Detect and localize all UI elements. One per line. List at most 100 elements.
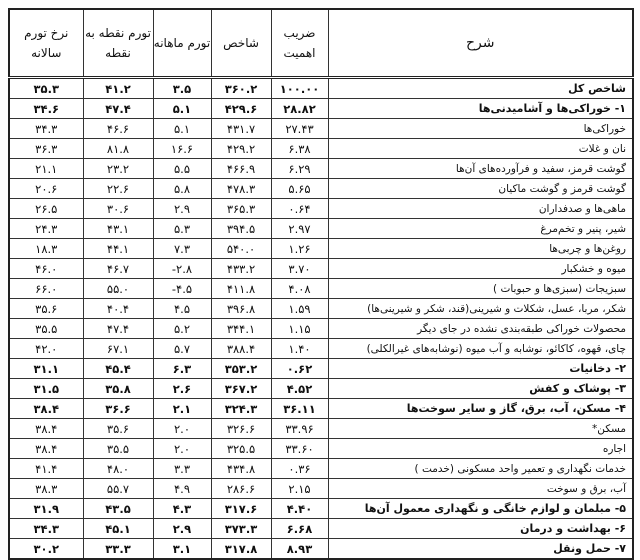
weight-cell: ۱.۱۵ bbox=[270, 318, 329, 339]
table-row: شکر، مربا، عسل، شکلات و شیرینی(قند، شکر … bbox=[8, 298, 634, 319]
description-cell: شکر، مربا، عسل، شکلات و شیرینی(قند، شکر … bbox=[327, 298, 634, 319]
annual-inflation-cell: ۳۶.۳ bbox=[8, 138, 84, 159]
index-cell: ۳۴۴.۱ bbox=[210, 318, 272, 339]
table-body: شاخص کل ۱۰۰.۰۰ ۳۶۰.۲ ۳.۵ ۴۱.۲ ۳۵.۳ ۱- خوراکی‌ه… bbox=[8, 77, 634, 560]
monthly-inflation-cell: ۵.۳ bbox=[152, 218, 212, 239]
description-cell: خوراکی‌ها bbox=[327, 118, 634, 139]
description-cell: ۶- بهداشت و درمان bbox=[327, 518, 634, 539]
monthly-inflation-cell: -۴.۵ bbox=[152, 278, 212, 299]
index-cell: ۳۱۷.۸ bbox=[210, 538, 272, 560]
description-cell: ۷- حمل ونقل bbox=[327, 538, 634, 560]
header-row: شرح ضریب اهمیت شاخص تورم ماهانه تورم نقط… bbox=[8, 8, 634, 78]
point-to-point-cell: ۴۵.۴ bbox=[82, 358, 154, 379]
point-to-point-cell: ۳۳.۳ bbox=[82, 538, 154, 560]
table-row: ماهی‌ها و صدفداران ۰.۶۴ ۳۶۵.۳ ۲.۹ ۳۰.۶ ۲۶.۵ bbox=[8, 198, 634, 219]
point-to-point-cell: ۳۵.۵ bbox=[82, 438, 154, 459]
weight-cell: ۶.۳۸ bbox=[270, 138, 329, 159]
annual-inflation-cell: ۴۱.۴ bbox=[8, 458, 84, 479]
index-cell: ۴۲۹.۶ bbox=[210, 98, 272, 119]
point-to-point-cell: ۴۰.۴ bbox=[82, 298, 154, 319]
index-cell: ۳۶۷.۲ bbox=[210, 378, 272, 399]
index-cell: ۳۶۰.۲ bbox=[210, 77, 272, 99]
weight-cell: ۰.۶۴ bbox=[270, 198, 329, 219]
table-row: نان و غلات ۶.۳۸ ۴۲۹.۲ ۱۶.۶ ۸۱.۸ ۳۶.۳ bbox=[8, 138, 634, 159]
header-annual: نرخ تورم سالانه bbox=[8, 8, 84, 78]
monthly-inflation-cell: ۲.۹ bbox=[152, 518, 212, 539]
index-cell: ۳۷۳.۳ bbox=[210, 518, 272, 539]
header-description: شرح bbox=[327, 8, 634, 78]
monthly-inflation-cell: ۶.۳ bbox=[152, 358, 212, 379]
monthly-inflation-cell: ۴.۹ bbox=[152, 478, 212, 499]
description-cell: محصولات خوراکی طبقه‌بندی نشده در جای دیگ… bbox=[327, 318, 634, 339]
point-to-point-cell: ۴۷.۴ bbox=[82, 98, 154, 119]
weight-cell: ۲.۱۵ bbox=[270, 478, 329, 499]
description-cell: ۳- پوشاک و کفش bbox=[327, 378, 634, 399]
point-to-point-cell: ۸۱.۸ bbox=[82, 138, 154, 159]
monthly-inflation-cell: ۵.۱ bbox=[152, 118, 212, 139]
point-to-point-cell: ۴۶.۶ bbox=[82, 118, 154, 139]
index-cell: ۳۲۶.۶ bbox=[210, 418, 272, 439]
description-cell: روغن‌ها و چربی‌ها bbox=[327, 238, 634, 259]
point-to-point-cell: ۲۲.۶ bbox=[82, 178, 154, 199]
point-to-point-cell: ۵۵.۷ bbox=[82, 478, 154, 499]
point-to-point-cell: ۶۷.۱ bbox=[82, 338, 154, 359]
index-cell: ۵۴۰.۰ bbox=[210, 238, 272, 259]
annual-inflation-cell: ۲۱.۱ bbox=[8, 158, 84, 179]
table-row: ۷- حمل ونقل ۸.۹۳ ۳۱۷.۸ ۳.۱ ۳۳.۳ ۳۰.۲ bbox=[8, 538, 634, 560]
table-row: گوشت قرمز، سفید و فرآورده‌های آن‌ها ۶.۲۹ ۴… bbox=[8, 158, 634, 179]
table-row: اجاره ۳۳.۶۰ ۳۲۵.۵ ۲.۰ ۳۵.۵ ۳۸.۴ bbox=[8, 438, 634, 459]
weight-cell: ۴.۵۲ bbox=[270, 378, 329, 399]
index-cell: ۳۱۷.۶ bbox=[210, 498, 272, 519]
description-cell: شیر، پنیر و تخم‌مرغ bbox=[327, 218, 634, 239]
annual-inflation-cell: ۲۶.۵ bbox=[8, 198, 84, 219]
monthly-inflation-cell: ۳.۵ bbox=[152, 77, 212, 99]
monthly-inflation-cell: ۲.۶ bbox=[152, 378, 212, 399]
annual-inflation-cell: ۴۲.۰ bbox=[8, 338, 84, 359]
point-to-point-cell: ۳۰.۶ bbox=[82, 198, 154, 219]
weight-cell: ۱.۵۹ bbox=[270, 298, 329, 319]
weight-cell: ۳۳.۶۰ bbox=[270, 438, 329, 459]
weight-cell: ۴.۴۰ bbox=[270, 498, 329, 519]
annual-inflation-cell: ۴۶.۰ bbox=[8, 258, 84, 279]
description-cell: نان و غلات bbox=[327, 138, 634, 159]
weight-cell: ۳۳.۹۶ bbox=[270, 418, 329, 439]
index-cell: ۲۸۶.۶ bbox=[210, 478, 272, 499]
description-cell: آب، برق و سوخت bbox=[327, 478, 634, 499]
description-cell: گوشت قرمز و گوشت ماکیان bbox=[327, 178, 634, 199]
table-row: آب، برق و سوخت ۲.۱۵ ۲۸۶.۶ ۴.۹ ۵۵.۷ ۳۸.۳ bbox=[8, 478, 634, 499]
annual-inflation-cell: ۳۵.۶ bbox=[8, 298, 84, 319]
monthly-inflation-cell: ۳.۱ bbox=[152, 538, 212, 560]
weight-cell: ۶.۲۹ bbox=[270, 158, 329, 179]
description-cell: گوشت قرمز، سفید و فرآورده‌های آن‌ها bbox=[327, 158, 634, 179]
description-cell: سبزیجات (سبزی‌ها و حبوبات ) bbox=[327, 278, 634, 299]
monthly-inflation-cell: ۲.۹ bbox=[152, 198, 212, 219]
description-cell: ۲- دخانیات bbox=[327, 358, 634, 379]
description-cell: شاخص کل bbox=[327, 77, 634, 99]
point-to-point-cell: ۳۶.۶ bbox=[82, 398, 154, 419]
weight-cell: ۳.۷۰ bbox=[270, 258, 329, 279]
annual-inflation-cell: ۳۸.۴ bbox=[8, 398, 84, 419]
table-row: شاخص کل ۱۰۰.۰۰ ۳۶۰.۲ ۳.۵ ۴۱.۲ ۳۵.۳ bbox=[8, 77, 634, 99]
header-weight: ضریب اهمیت bbox=[270, 8, 329, 78]
table-row: ۴- مسکن، آب، برق، گاز و سایر سوخت‌ها ۳۶.۱… bbox=[8, 398, 634, 419]
point-to-point-cell: ۳۵.۸ bbox=[82, 378, 154, 399]
table-row: ۵- مبلمان و لوازم خانگی و نگهداری معمول … bbox=[8, 498, 634, 519]
annual-inflation-cell: ۳۵.۳ bbox=[8, 77, 84, 99]
annual-inflation-cell: ۳۱.۵ bbox=[8, 378, 84, 399]
table-row: ۶- بهداشت و درمان ۶.۶۸ ۳۷۳.۳ ۲.۹ ۴۵.۱ ۳۴.۳ bbox=[8, 518, 634, 539]
weight-cell: ۲۸.۸۲ bbox=[270, 98, 329, 119]
index-cell: ۳۲۵.۵ bbox=[210, 438, 272, 459]
monthly-inflation-cell: ۵.۱ bbox=[152, 98, 212, 119]
monthly-inflation-cell: ۷.۳ bbox=[152, 238, 212, 259]
table-row: چای، قهوه، کاکائو، نوشابه و آب میوه (نوش… bbox=[8, 338, 634, 359]
weight-cell: ۳۶.۱۱ bbox=[270, 398, 329, 419]
point-to-point-cell: ۴۱.۲ bbox=[82, 77, 154, 99]
description-cell: مسکن* bbox=[327, 418, 634, 439]
annual-inflation-cell: ۱۸.۳ bbox=[8, 238, 84, 259]
table-row: محصولات خوراکی طبقه‌بندی نشده در جای دیگ… bbox=[8, 318, 634, 339]
inflation-table: شرح ضریب اهمیت شاخص تورم ماهانه تورم نقط… bbox=[8, 8, 634, 560]
index-cell: ۴۱۱.۸ bbox=[210, 278, 272, 299]
index-cell: ۳۸۸.۴ bbox=[210, 338, 272, 359]
weight-cell: ۶.۶۸ bbox=[270, 518, 329, 539]
table-row: سبزیجات (سبزی‌ها و حبوبات ) ۴.۰۸ ۴۱۱.۸ -۴.۵… bbox=[8, 278, 634, 299]
